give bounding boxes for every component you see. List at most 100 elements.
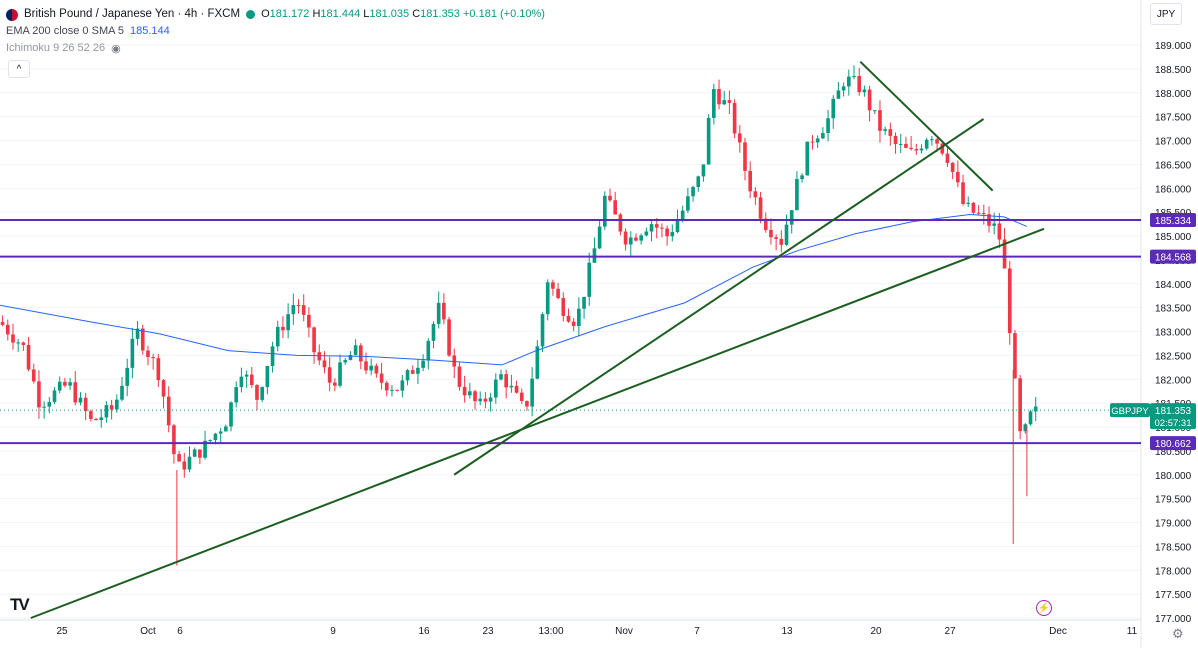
candle-body — [478, 398, 483, 402]
eye-slash-icon[interactable]: ◉ — [111, 42, 121, 55]
candle-body — [945, 153, 950, 163]
candle-body — [1013, 333, 1017, 379]
y-tick-label: 178.000 — [1155, 566, 1192, 577]
candle-body — [639, 235, 643, 241]
candle-body — [436, 302, 441, 324]
candle-body — [743, 142, 747, 171]
candle-body — [597, 226, 602, 249]
candle-body — [805, 141, 810, 176]
candle-body — [623, 231, 628, 245]
candle-body — [1033, 406, 1038, 412]
candle-body — [883, 129, 887, 131]
candle-body — [717, 89, 721, 105]
x-tick-label: 6 — [177, 626, 183, 637]
y-tick-label: 186.500 — [1155, 160, 1192, 171]
y-tick-label: 186.000 — [1155, 184, 1192, 195]
candle-body — [613, 200, 618, 215]
candle-body — [234, 387, 239, 403]
candle-body — [348, 354, 353, 361]
x-tick-label: 16 — [418, 626, 430, 637]
candle-body — [390, 389, 394, 391]
candle-body — [919, 148, 924, 151]
candle-body — [680, 210, 685, 220]
gear-icon[interactable]: ⚙ — [1172, 626, 1184, 641]
candle-body — [530, 378, 534, 407]
candle-body — [63, 381, 67, 386]
candle-body — [442, 302, 446, 320]
y-tick-label: 189.000 — [1155, 41, 1192, 52]
candle-body — [31, 369, 36, 382]
candle-body — [16, 342, 20, 344]
candle-body — [504, 374, 508, 388]
ema-indicator-label[interactable]: EMA 200 close 0 SMA 5 — [6, 25, 125, 37]
candle-body — [525, 400, 529, 407]
collapse-legend-button[interactable]: ^ — [8, 60, 30, 78]
candle-body — [203, 440, 207, 458]
candle-body — [1002, 239, 1007, 269]
candle-body — [5, 324, 10, 335]
candle-body — [400, 380, 405, 391]
candle-body — [364, 361, 368, 371]
candle-body — [358, 345, 363, 362]
candle-body — [836, 90, 841, 99]
candle-body — [317, 352, 322, 361]
candle-body — [722, 100, 727, 105]
candle-body — [701, 164, 706, 177]
candle-body — [795, 179, 799, 211]
candle-body — [551, 282, 555, 289]
level-price-tag — [1150, 213, 1196, 228]
y-tick-label: 178.500 — [1155, 542, 1192, 553]
candle-body — [431, 323, 436, 341]
currency-button[interactable]: JPY — [1150, 3, 1182, 25]
candle-body — [556, 288, 560, 299]
candle-body — [177, 454, 181, 462]
y-tick-label: 183.000 — [1155, 328, 1192, 339]
symbol-tag-label: GBPJPY — [1111, 406, 1149, 417]
candle-body — [727, 100, 732, 103]
x-tick-label: 25 — [56, 626, 68, 637]
flash-icon[interactable]: ⚡ — [1036, 600, 1052, 616]
candle-body — [769, 229, 773, 238]
candle-body — [208, 440, 213, 442]
candle-body — [872, 110, 877, 112]
candle-body — [561, 298, 566, 316]
candle-body — [675, 219, 680, 233]
candle-body — [270, 346, 275, 367]
candle-body — [545, 282, 550, 315]
candle-body — [239, 376, 244, 388]
candle-body — [140, 328, 145, 351]
candle-body — [753, 191, 758, 198]
ichimoku-indicator-label[interactable]: Ichimoku 9 26 52 26 — [6, 42, 106, 54]
x-tick-label: 23 — [482, 626, 494, 637]
candle-body — [758, 197, 763, 219]
candle-body — [686, 196, 690, 211]
candle-body — [156, 358, 161, 381]
candle-body — [867, 89, 872, 111]
ema-line — [0, 214, 1028, 366]
candle-body — [213, 433, 218, 441]
candle-body — [924, 139, 929, 149]
candle-body — [841, 86, 846, 91]
x-tick-label: 9 — [330, 626, 336, 637]
candle-body — [109, 405, 114, 410]
candle-body — [120, 385, 124, 400]
candle-body — [249, 374, 254, 386]
candle-body — [265, 366, 270, 388]
candle-body — [821, 133, 825, 139]
symbol-title[interactable]: British Pound / Japanese Yen · 4h · FXCM — [24, 8, 241, 20]
candle-body — [831, 98, 836, 119]
candle-body — [904, 143, 908, 148]
candle-body — [763, 218, 768, 230]
candle-body — [488, 397, 493, 402]
x-tick-label: Dec — [1049, 626, 1067, 637]
candle-body — [78, 397, 83, 403]
candle-body — [146, 350, 150, 358]
candle-body — [353, 345, 358, 355]
candle-body — [779, 238, 784, 245]
candle-body — [37, 381, 41, 408]
level-price-label: 184.568 — [1155, 253, 1192, 264]
candle-body — [187, 456, 192, 470]
trendline — [453, 118, 985, 476]
y-tick-label: 185.000 — [1155, 232, 1192, 243]
